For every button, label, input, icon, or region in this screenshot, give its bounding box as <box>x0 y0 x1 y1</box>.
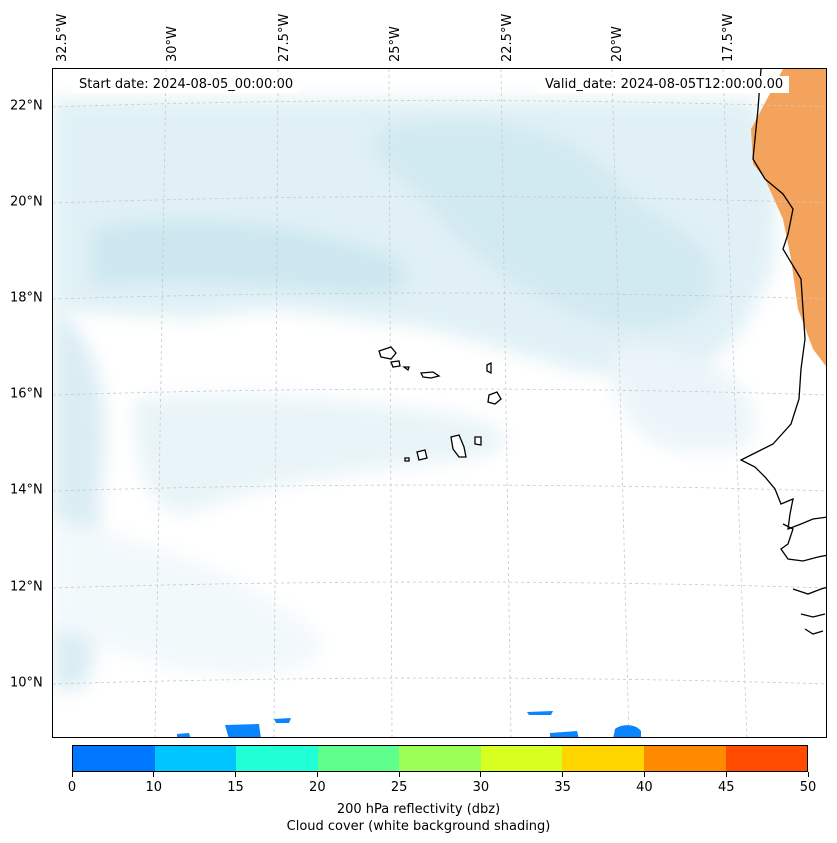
parallel-22N <box>53 100 826 108</box>
land-heat-fill <box>751 69 826 367</box>
island-santa-luzia <box>402 366 410 372</box>
lat-label-16N: 16°N <box>10 386 43 402</box>
reflectivity-echoes <box>177 711 641 737</box>
colorbar-tick-label: 25 <box>390 780 408 795</box>
meridian-22.5W <box>500 69 512 737</box>
meridian-17.5W <box>722 69 748 737</box>
island-sal <box>486 361 492 375</box>
colorbar-tick <box>480 772 482 777</box>
parallel-16N <box>53 388 826 396</box>
cape-verde-islands <box>378 346 502 462</box>
island-sao-nicolau <box>419 371 441 379</box>
colorbar-tick <box>643 772 645 777</box>
island-santiago <box>450 434 467 458</box>
guinea-bissau-coast <box>792 586 826 635</box>
meridian-30W <box>154 69 167 737</box>
lon-label-25W: 25°W <box>388 26 403 62</box>
africa-coast <box>739 69 826 530</box>
island-maio <box>474 436 482 446</box>
parallel-10N <box>53 677 826 685</box>
cloud-cover-layer <box>53 99 778 689</box>
lon-label-30W: 30°W <box>165 26 180 62</box>
colorbar-title: 200 hPa reflectivity (dbz) <box>336 802 501 817</box>
island-santo-antao <box>378 346 397 360</box>
coastline <box>739 69 826 635</box>
colorbar-segment <box>480 746 563 771</box>
parallel-20N <box>53 196 826 204</box>
colorbar-tick <box>71 772 73 777</box>
start-date-label: Start date: 2024-08-05_00:00:00 <box>73 76 300 93</box>
lon-label-32.5W: 32.5°W <box>55 13 70 62</box>
cloud-band-south <box>53 519 323 677</box>
cloud-band-mid <box>133 394 506 515</box>
colorbar-segment <box>562 746 644 771</box>
meridian-27.5W <box>273 69 279 737</box>
meridian-20W <box>611 69 630 737</box>
lon-label-17.5W: 17.5°W <box>721 13 736 62</box>
colorbar-segment <box>154 746 237 771</box>
colorbar-tick <box>316 772 318 777</box>
lat-label-10N: 10°N <box>10 675 43 691</box>
colorbar-tick-label: 0 <box>67 780 77 795</box>
cloud-band-dense-1 <box>93 220 407 295</box>
colorbar-tick <box>807 772 809 777</box>
island-fogo <box>416 449 428 461</box>
colorbar-segment <box>73 746 155 771</box>
lon-label-20W: 20°W <box>610 26 625 62</box>
island-boa-vista <box>487 391 502 405</box>
lon-label-27.5W: 27.5°W <box>277 13 292 62</box>
meridian-25W <box>388 69 393 737</box>
parallel-14N <box>53 484 826 492</box>
cloud-band-east <box>612 347 755 453</box>
lat-label-12N: 12°N <box>10 579 43 595</box>
lon-label-22.5W: 22.5°W <box>500 13 515 62</box>
map-canvas <box>53 69 826 737</box>
colorbar-segment <box>399 746 481 771</box>
echo-5 <box>550 731 579 737</box>
colorbar-tick <box>398 772 400 777</box>
colorbar-segment <box>317 746 400 771</box>
colorbar-tick-label: 35 <box>554 780 571 795</box>
graticule <box>53 69 826 737</box>
island-sao-vicente <box>390 360 401 368</box>
valid-date-label: Valid_date: 2024-08-05T12:00:00.00 <box>539 76 790 93</box>
echo-1 <box>177 733 191 737</box>
map-panel[interactable] <box>52 68 827 738</box>
colorbar-segment <box>725 746 808 771</box>
echo-2 <box>225 724 261 737</box>
colorbar-segment <box>236 746 318 771</box>
colorbar-subtitle: Cloud cover (white background shading) <box>286 819 551 834</box>
colorbar-tick-label: 30 <box>472 780 490 795</box>
lat-label-18N: 18°N <box>10 290 43 306</box>
cloud-band-dense-2 <box>373 121 714 327</box>
colorbar-tick-label: 15 <box>227 780 244 795</box>
colorbar-tick-label: 20 <box>309 780 326 795</box>
colorbar-tick <box>562 772 564 777</box>
colorbar-tick-label: 50 <box>799 780 817 795</box>
echo-4 <box>527 711 553 715</box>
lat-label-20N: 20°N <box>10 194 43 210</box>
parallel-12N <box>53 581 826 589</box>
lat-label-14N: 14°N <box>10 482 43 498</box>
colorbar-tick-label: 10 <box>145 780 163 795</box>
colorbar-segment <box>643 746 726 771</box>
gambia-coast <box>780 523 826 562</box>
colorbar-tick <box>725 772 727 777</box>
colorbar-tick <box>235 772 237 777</box>
colorbar <box>72 745 808 772</box>
parallel-18N <box>53 292 826 300</box>
colorbar-tick <box>153 772 155 777</box>
land-field-layer <box>751 69 826 367</box>
echo-6 <box>613 725 641 737</box>
lat-label-22N: 22°N <box>10 98 43 114</box>
island-brava <box>404 457 410 462</box>
echo-3 <box>274 718 291 723</box>
colorbar-tick-label: 40 <box>636 780 653 795</box>
colorbar-tick-label: 45 <box>717 780 735 795</box>
